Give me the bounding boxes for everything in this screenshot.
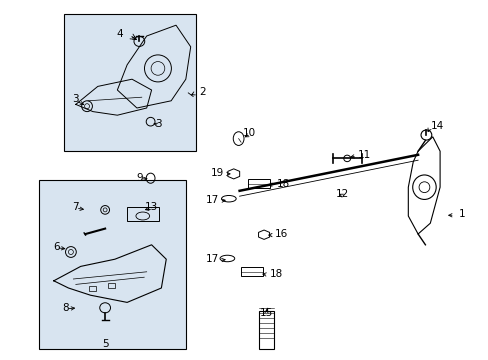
Text: 4: 4 (116, 29, 123, 39)
Text: 5: 5 (102, 339, 108, 349)
Bar (127, 207, 159, 221)
Bar (89, 286, 96, 291)
Text: 12: 12 (335, 189, 348, 199)
Bar (248, 179, 269, 188)
Text: 13: 13 (144, 202, 158, 212)
Text: 8: 8 (62, 303, 69, 313)
Bar (63, 14, 195, 151)
Text: 9: 9 (136, 173, 142, 183)
Text: 18: 18 (269, 269, 283, 279)
Text: 1: 1 (458, 209, 465, 219)
Text: 10: 10 (243, 128, 255, 138)
Bar (39, 180, 185, 349)
Bar (241, 267, 262, 276)
Text: 11: 11 (357, 150, 370, 160)
Text: 18: 18 (276, 179, 290, 189)
Text: 19: 19 (210, 168, 224, 178)
Text: 14: 14 (430, 121, 444, 131)
Text: 7: 7 (72, 202, 79, 212)
Text: 2: 2 (199, 87, 206, 97)
Bar (259, 311, 273, 349)
Text: 3: 3 (155, 119, 162, 129)
Text: 6: 6 (53, 242, 60, 252)
Bar (108, 283, 115, 288)
Text: 17: 17 (205, 195, 219, 205)
Text: 15: 15 (259, 308, 273, 318)
Text: 16: 16 (274, 229, 287, 239)
Text: 3: 3 (72, 94, 79, 104)
Text: 17: 17 (205, 254, 219, 264)
